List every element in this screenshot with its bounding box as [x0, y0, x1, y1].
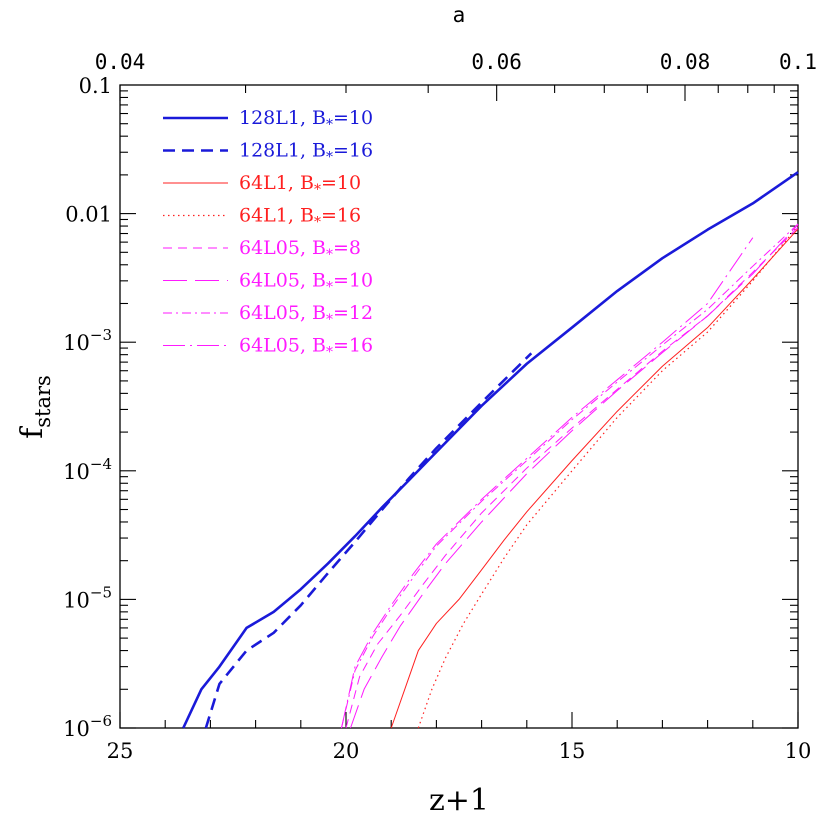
legend-label-name: 128L1, B	[239, 140, 326, 162]
legend-label-value: =16	[333, 335, 373, 357]
series-line-5	[345, 227, 799, 729]
y-axis-title-main: f	[15, 426, 50, 439]
legend-label-star: *	[326, 247, 333, 263]
y-tick-mantissa: 10	[63, 717, 90, 741]
y-tick-label: 10−4	[63, 455, 112, 484]
series-line-2	[204, 352, 533, 729]
legend-label-name: 64L05, B	[239, 237, 326, 259]
axis-labels: a z+1 fstars	[15, 3, 489, 818]
legend-label-value: =16	[321, 205, 361, 227]
y-tick-mantissa: 0.01	[65, 203, 112, 227]
x-tick-label: 20	[333, 739, 360, 763]
legend-label-value: =16	[333, 140, 373, 162]
legend-label-name: 64L05, B	[239, 302, 326, 324]
legend-label-8: 64L05, B*=16	[239, 335, 373, 361]
top-axis-title: a	[453, 3, 466, 27]
legend-label-1: 128L1, B*=10	[239, 107, 373, 133]
top-tick-label: 0.04	[95, 50, 146, 74]
legend-label-star: *	[326, 280, 333, 296]
series-line-7	[340, 223, 799, 729]
y-tick-mantissa: 10	[63, 331, 90, 355]
y-tick-label: 10−5	[63, 583, 112, 612]
x-tick-label: 15	[559, 739, 586, 763]
top-tick-label: 0.08	[660, 50, 711, 74]
y-tick-label: 10−3	[63, 326, 112, 355]
y-tick-label: 0.1	[79, 74, 112, 98]
legend-label-star: *	[314, 215, 321, 231]
legend-label-value: =10	[333, 270, 373, 292]
y-tick-exponent: −5	[90, 583, 112, 601]
legend-label-6: 64L05, B*=10	[239, 270, 373, 296]
legend-label-star: *	[326, 117, 333, 133]
legend-label-4: 64L1, B*=16	[239, 205, 361, 231]
y-tick-label: 10−6	[63, 712, 112, 741]
y-tick-exponent: −4	[90, 455, 112, 473]
legend-label-7: 64L05, B*=12	[239, 302, 373, 328]
legend-label-value: =12	[333, 302, 373, 324]
legend-label-name: 64L05, B	[239, 335, 326, 357]
x-tick-label: 10	[785, 739, 812, 763]
legend-label-star: *	[326, 312, 333, 328]
series-line-4	[417, 225, 799, 729]
legend-label-star: *	[326, 150, 333, 166]
legend-label-star: *	[314, 182, 321, 198]
legend-label-name: 64L1, B	[239, 205, 314, 227]
legend-label-value: =8	[333, 237, 361, 259]
series-line-3	[390, 228, 799, 729]
top-tick-label: 0.1	[779, 50, 817, 74]
legend-label-2: 128L1, B*=16	[239, 140, 373, 166]
svg-text:fstars: fstars	[15, 375, 55, 439]
series-line-8	[340, 237, 754, 729]
y-tick-mantissa: 10	[63, 588, 90, 612]
series-line-6	[350, 224, 799, 729]
y-axis-title: fstars	[15, 375, 55, 439]
legend-label-value: =10	[321, 172, 361, 194]
y-tick-mantissa: 10	[63, 460, 90, 484]
axis-ticks: 25 20 15 100.04 0.06 0.08 0.10.10.0110−310−410…	[63, 50, 817, 763]
y-axis-title-subscript: stars	[31, 375, 55, 428]
x-axis-title: z+1	[429, 783, 489, 818]
x-tick-label: 25	[107, 739, 134, 763]
legend-label-3: 64L1, B*=10	[239, 172, 361, 198]
legend-label-name: 64L1, B	[239, 172, 314, 194]
plot-frame	[119, 84, 799, 729]
y-tick-label: 0.01	[65, 203, 112, 227]
y-tick-exponent: −6	[90, 712, 112, 730]
legend-label-name: 64L05, B	[239, 270, 326, 292]
legend-label-value: =10	[333, 107, 373, 129]
legend-label-name: 128L1, B	[239, 107, 326, 129]
series-layer	[182, 171, 799, 729]
y-tick-exponent: −3	[90, 326, 112, 344]
y-tick-mantissa: 0.1	[79, 74, 112, 98]
legend-label-5: 64L05, B*=8	[239, 237, 361, 263]
top-tick-label: 0.06	[471, 50, 522, 74]
legend-label-star: *	[326, 345, 333, 361]
